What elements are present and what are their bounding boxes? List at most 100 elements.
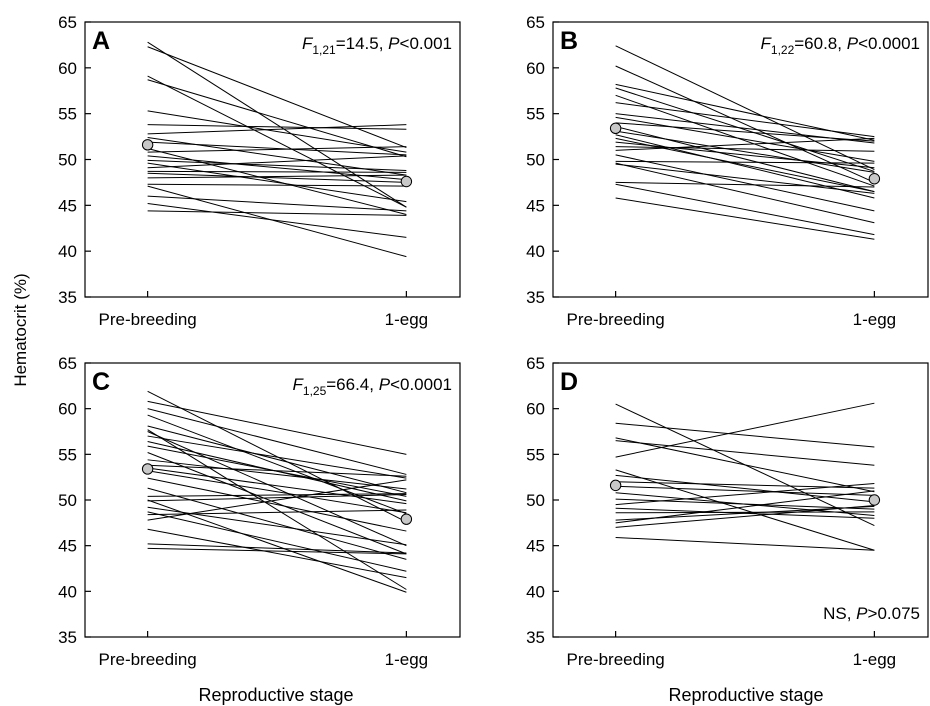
panel-letter: B [560, 27, 578, 55]
individual-line [147, 146, 407, 153]
x-tick-label: 1-egg [385, 650, 428, 669]
individual-line [615, 116, 875, 162]
individual-line [615, 163, 875, 194]
plot-frame [552, 21, 929, 298]
individual-line [615, 183, 875, 236]
individual-line [615, 490, 875, 524]
individual-line [147, 547, 407, 555]
mean-marker [609, 479, 622, 492]
individual-line [615, 126, 875, 193]
y-tick-label: 50 [526, 151, 545, 170]
individual-line [147, 159, 407, 171]
individual-line [147, 494, 407, 502]
individual-line [615, 94, 875, 187]
individual-line [147, 172, 407, 183]
individual-line [615, 87, 875, 172]
individual-line [615, 137, 875, 151]
panel-b: 35 40 45 50 55 60 65 Pre-breeding 1-egg B F1,22=60… [526, 13, 929, 329]
individual-line [147, 493, 407, 497]
individual-line [147, 467, 407, 505]
y-tick-label: 35 [526, 628, 545, 647]
individual-line [615, 130, 875, 173]
individual-line [615, 122, 875, 142]
y-tick-label: 45 [58, 196, 77, 215]
y-tick-label: 60 [58, 59, 77, 78]
y-tick-label: 65 [58, 354, 77, 373]
individual-line [615, 154, 875, 212]
y-tick-label: 60 [526, 59, 545, 78]
panel-a: 35 40 45 50 55 60 65 Pre-breeding 1-egg A F1,21=14… [58, 13, 461, 329]
individual-line [147, 429, 407, 590]
y-tick-label: 55 [58, 445, 77, 464]
individual-line [615, 536, 875, 551]
individual-line [147, 174, 407, 179]
individual-line [147, 110, 407, 153]
mean-marker [609, 122, 622, 135]
individual-line [147, 479, 407, 521]
individual-line [147, 75, 407, 208]
individual-line [615, 422, 875, 448]
individual-line [615, 504, 875, 528]
y-tick-label: 45 [526, 537, 545, 556]
mean-marker [868, 494, 881, 506]
individual-line [147, 408, 407, 475]
y-tick-label: 35 [58, 288, 77, 307]
individual-line [147, 477, 407, 532]
individual-line [147, 431, 407, 547]
individual-line [147, 41, 407, 208]
individual-line [147, 170, 407, 173]
individual-line [615, 141, 875, 169]
x-tick-label: Pre-breeding [566, 310, 664, 329]
individual-line [147, 155, 407, 169]
individual-line [147, 195, 407, 212]
x-tick-label: 1-egg [385, 310, 428, 329]
individual-line [147, 464, 407, 477]
stat-annotation: F1,21=14.5, P<0.001 [302, 34, 452, 57]
y-axis-label: Hematocrit (%) [11, 273, 30, 386]
y-tick-label: 60 [58, 400, 77, 419]
panel-letter: C [92, 368, 110, 396]
x-tick-label: Pre-breeding [98, 650, 196, 669]
individual-line [615, 146, 875, 152]
individual-line [147, 210, 407, 216]
stat-annotation: NS, P>0.075 [823, 604, 920, 623]
y-tick-label: 55 [58, 105, 77, 124]
individual-line [147, 506, 407, 546]
individual-line [147, 46, 407, 149]
individual-line [615, 134, 875, 199]
y-tick-label: 40 [58, 242, 77, 261]
y-tick-label: 35 [526, 288, 545, 307]
individual-line [147, 511, 407, 572]
x-tick-label: 1-egg [853, 310, 896, 329]
individual-line [615, 483, 875, 506]
x-tick-label: Pre-breeding [98, 310, 196, 329]
individual-line [147, 499, 407, 593]
y-tick-label: 65 [58, 13, 77, 32]
y-tick-label: 35 [58, 628, 77, 647]
individual-line [147, 124, 407, 135]
individual-line [615, 437, 875, 493]
individual-line [615, 511, 875, 514]
individual-line [615, 160, 875, 164]
stat-annotation: F1,22=60.8, P<0.0001 [761, 34, 921, 57]
stat-annotation: F1,25=66.4, P<0.0001 [293, 375, 453, 398]
y-tick-label: 40 [526, 242, 545, 261]
y-tick-label: 50 [58, 151, 77, 170]
individual-line [147, 183, 407, 187]
individual-line [147, 435, 407, 479]
x-tick-label: 1-egg [853, 650, 896, 669]
individual-line [147, 528, 407, 579]
x-axis-label-right: Reproductive stage [668, 685, 823, 705]
y-tick-label: 50 [58, 491, 77, 510]
individual-line [615, 162, 875, 224]
y-tick-label: 55 [526, 105, 545, 124]
individual-line [147, 124, 407, 130]
individual-line [615, 485, 875, 496]
y-tick-label: 60 [526, 400, 545, 419]
y-tick-label: 65 [526, 13, 545, 32]
x-axis-label-left: Reproductive stage [198, 685, 353, 705]
individual-line [147, 452, 407, 555]
individual-line [615, 181, 875, 188]
panel-c: 35 40 45 50 55 60 65 Pre-breeding 1-egg C F1,25=66… [58, 354, 461, 669]
individual-line [147, 400, 407, 455]
